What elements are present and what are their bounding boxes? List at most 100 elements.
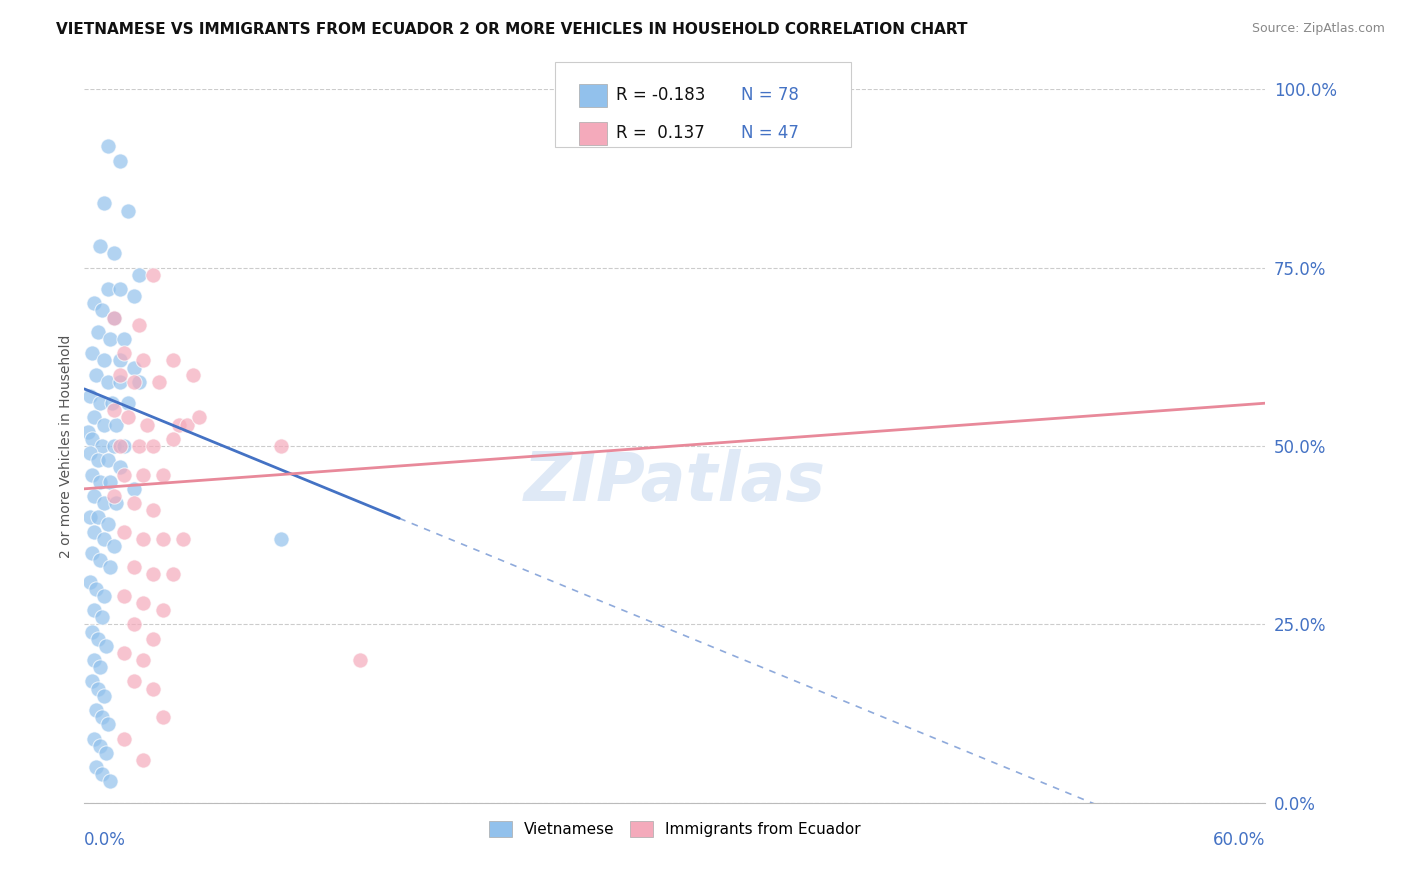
Text: R =  0.137: R = 0.137	[616, 124, 704, 142]
Point	[93, 689, 115, 703]
Point	[103, 310, 125, 325]
Point	[112, 332, 135, 346]
Point	[77, 425, 100, 439]
Point	[79, 389, 101, 403]
Point	[84, 582, 107, 596]
Text: 0.0%: 0.0%	[84, 831, 127, 849]
Point	[91, 303, 114, 318]
Point	[97, 375, 120, 389]
Point	[128, 375, 150, 389]
Point	[103, 439, 125, 453]
Point	[270, 532, 292, 546]
Point	[103, 310, 125, 325]
Point	[187, 410, 209, 425]
Point	[108, 460, 131, 475]
Point	[83, 296, 105, 310]
Point	[122, 674, 145, 689]
Point	[82, 674, 104, 689]
Point	[82, 432, 104, 446]
Point	[142, 268, 165, 282]
Point	[132, 753, 155, 767]
Point	[122, 375, 145, 389]
Point	[152, 467, 174, 482]
Point	[162, 432, 184, 446]
Point	[101, 396, 124, 410]
Point	[79, 446, 101, 460]
Point	[87, 681, 110, 696]
Point	[122, 289, 145, 303]
Point	[83, 410, 105, 425]
Point	[89, 553, 111, 567]
Point	[122, 496, 145, 510]
Point	[103, 403, 125, 417]
Y-axis label: 2 or more Vehicles in Household: 2 or more Vehicles in Household	[59, 334, 73, 558]
Point	[128, 439, 150, 453]
Point	[122, 560, 145, 574]
Point	[89, 475, 111, 489]
Point	[152, 603, 174, 617]
Point	[89, 739, 111, 753]
Point	[142, 503, 165, 517]
Text: N = 78: N = 78	[741, 87, 799, 104]
Point	[136, 417, 159, 432]
Point	[87, 325, 110, 339]
Point	[270, 439, 292, 453]
Point	[104, 496, 127, 510]
Point	[93, 353, 115, 368]
Point	[112, 731, 135, 746]
Point	[93, 417, 115, 432]
Point	[117, 396, 139, 410]
Point	[132, 653, 155, 667]
Point	[103, 539, 125, 553]
Point	[152, 532, 174, 546]
Point	[84, 368, 107, 382]
Point	[82, 467, 104, 482]
Point	[97, 139, 120, 153]
Point	[162, 567, 184, 582]
Text: VIETNAMESE VS IMMIGRANTS FROM ECUADOR 2 OR MORE VEHICLES IN HOUSEHOLD CORRELATIO: VIETNAMESE VS IMMIGRANTS FROM ECUADOR 2 …	[56, 22, 967, 37]
Point	[89, 239, 111, 253]
Point	[79, 574, 101, 589]
Point	[91, 610, 114, 624]
Point	[349, 653, 371, 667]
Point	[104, 417, 127, 432]
Point	[94, 639, 117, 653]
Text: N = 47: N = 47	[741, 124, 799, 142]
Point	[93, 532, 115, 546]
Point	[112, 646, 135, 660]
Point	[112, 346, 135, 360]
Point	[89, 396, 111, 410]
Point	[162, 353, 184, 368]
Point	[91, 710, 114, 724]
Point	[98, 332, 121, 346]
Point	[108, 282, 131, 296]
Point	[108, 153, 131, 168]
Point	[89, 660, 111, 674]
Point	[91, 767, 114, 781]
Point	[128, 268, 150, 282]
Point	[82, 624, 104, 639]
Legend: Vietnamese, Immigrants from Ecuador: Vietnamese, Immigrants from Ecuador	[481, 814, 869, 845]
Point	[83, 731, 105, 746]
Point	[108, 368, 131, 382]
Point	[103, 246, 125, 260]
Point	[112, 439, 135, 453]
Text: Source: ZipAtlas.com: Source: ZipAtlas.com	[1251, 22, 1385, 36]
Point	[97, 517, 120, 532]
Text: 60.0%: 60.0%	[1213, 831, 1265, 849]
Point	[142, 681, 165, 696]
Point	[93, 589, 115, 603]
Point	[83, 489, 105, 503]
Point	[87, 510, 110, 524]
Point	[108, 439, 131, 453]
Point	[112, 524, 135, 539]
Point	[128, 318, 150, 332]
Point	[122, 482, 145, 496]
Point	[117, 410, 139, 425]
Point	[112, 589, 135, 603]
Point	[152, 710, 174, 724]
Point	[94, 746, 117, 760]
Point	[83, 603, 105, 617]
Point	[117, 203, 139, 218]
Point	[142, 632, 165, 646]
